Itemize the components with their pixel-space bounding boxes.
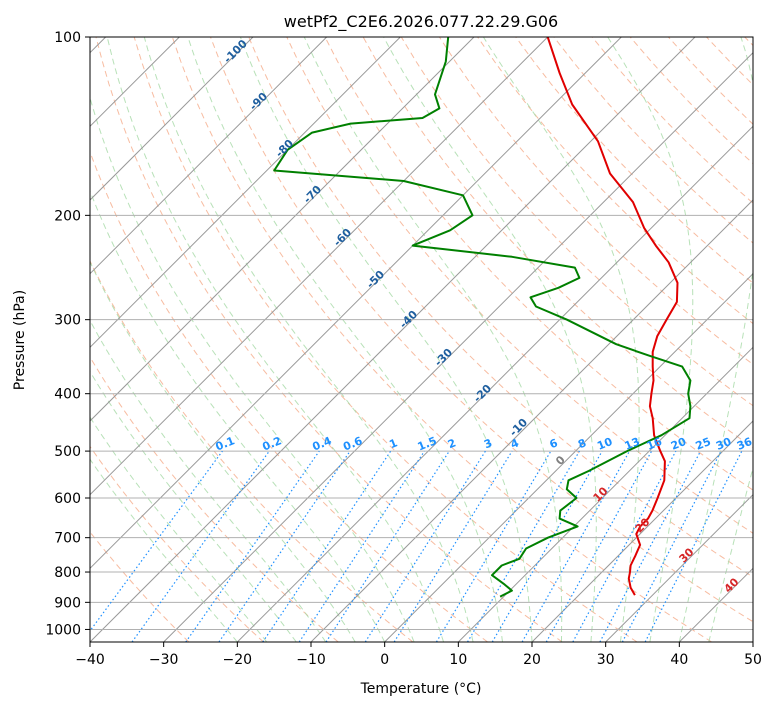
mixing-ratio-label: 10 [595,435,614,453]
x-tick-label: 10 [449,652,467,668]
mixing-ratio-line [325,450,450,642]
mixing-ratio-label: 3 [482,436,494,451]
mixing-ratio-line [185,450,320,642]
isotherm-line [236,125,753,642]
y-tick-label: 100 [54,30,81,46]
moist-adiabat-line [90,319,327,642]
isotherm-line [90,37,328,275]
isotherm-line [90,37,549,496]
moist-adiabat-line [239,37,533,642]
x-tick-label: −20 [223,652,253,668]
y-tick-label: 200 [54,208,81,224]
moist-adiabat-line [90,370,297,642]
mixing-ratio-line [364,450,486,642]
x-tick-label: −10 [296,652,326,668]
mixing-ratio-label: 36 [735,435,754,453]
moist-adiabat-line [90,458,238,642]
dry-adiabat-line [515,37,753,284]
mixing-ratio-line [572,450,677,642]
plot-background [90,37,753,642]
dry-adiabat-line [90,445,264,642]
dry-adiabat-line [133,37,638,642]
isotherm-line [384,272,753,642]
x-tick-label: 20 [523,652,541,668]
mixing-ratio-label: 20 [669,435,688,453]
plot-frame [89,36,754,643]
moist-adiabat-line [90,416,268,642]
moist-adiabat-line [708,466,753,642]
x-tick-label: 0 [380,652,389,668]
moist-adiabat-line [90,189,386,642]
mixing-ratio-line [545,450,653,642]
mixing-ratio-label: 16 [645,435,664,453]
mixing-ratio-line [218,450,351,642]
dry-adiabat-line [248,37,753,578]
isotherm-line [90,37,475,422]
mixing-ratio-line [393,450,513,642]
y-axis-label: Pressure (hPa) [12,290,28,390]
y-tick-label: 800 [54,565,81,581]
background-lines [90,37,753,642]
moist-adiabat-line [678,37,753,642]
y-tick-label: 500 [54,444,81,460]
moist-adiabat-line [482,37,640,642]
mixing-ratio-line [435,450,552,642]
y-tick-label: 300 [54,313,81,329]
isotherm-line [90,37,401,349]
mixing-ratio-label: 2 [446,436,458,451]
mixing-ratio-line [521,450,631,642]
mixing-ratio-label: 13 [623,435,642,453]
mixing-ratio-line [466,450,580,642]
mixing-ratio-label: 1 [387,436,399,451]
y-tick-label: 900 [54,595,81,611]
isotherm-line [163,51,753,642]
dry-adiabat-line [171,37,712,642]
axes: −40 −30 −20 −10 0 10 20 30 40 50 100 200 300 400 500 60… [45,30,762,668]
dry-adiabat-line [90,356,339,642]
x-tick-label: −30 [149,652,179,668]
dry-adiabat-line [90,259,414,642]
moist-adiabat-line [90,260,356,642]
sounding-lines [273,37,692,598]
mixing-ratio-label: 30 [714,435,733,453]
dry-adiabat-line [95,37,563,642]
x-axis-label: Temperature (°C) [360,681,482,697]
dry-adiabat-line [210,37,753,623]
x-tick-label: −40 [75,652,105,668]
mixing-ratio-line [491,450,603,642]
dry-adiabat-line [286,37,753,534]
isotherm-line [90,37,254,201]
y-tick-label: 700 [54,531,81,547]
chart-title: wetPf2_C2E6.2026.077.22.29.G06 [284,12,558,32]
isotherm-line [457,346,753,642]
x-tick-label: 50 [744,652,762,668]
moist-adiabat-line [303,37,563,642]
isotherm-line [310,199,753,642]
y-tick-label: 400 [54,387,81,403]
mixing-ratio-label: 8 [576,436,588,451]
x-tick-label: 40 [670,652,688,668]
isotherm-line [531,420,753,642]
isotherm-line [90,37,622,570]
isotherm-line [752,641,753,642]
isotherm-line [605,493,753,642]
x-tick-label: 30 [597,652,615,668]
moist-adiabat-line [187,37,503,642]
moist-adiabat-line [106,37,445,642]
y-tick-label: 1000 [45,622,81,638]
moist-adiabat-line [383,37,597,642]
y-tick-label: 600 [54,491,81,507]
dewpoint-profile-line [273,37,692,598]
moist-adiabat-line [607,37,694,642]
temperature-profile-line [546,37,679,596]
isotherm-line [90,37,696,642]
mixing-ratio-label: 25 [694,435,713,453]
